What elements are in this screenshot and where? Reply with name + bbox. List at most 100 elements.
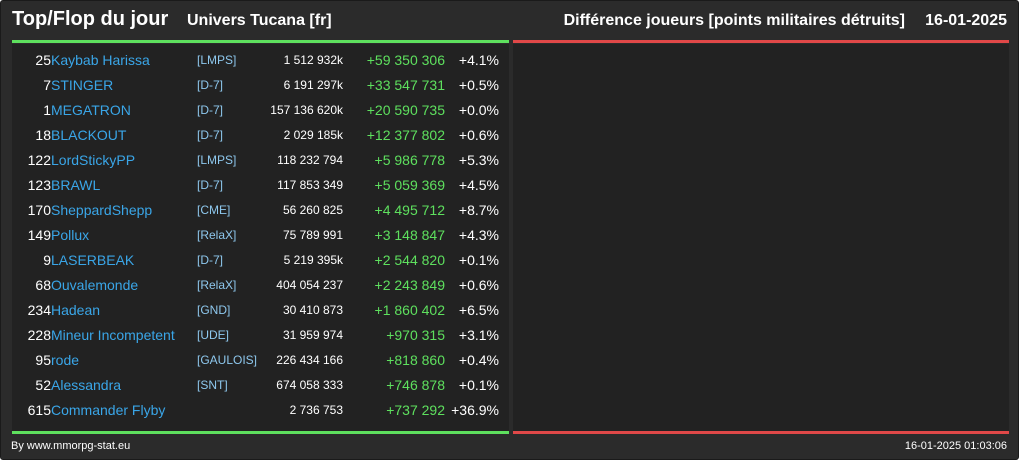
player-name-link[interactable]: Alessandra — [51, 377, 122, 393]
flop-bottom-bar — [513, 431, 1009, 434]
player-total-points: 6 191 297k — [283, 78, 343, 92]
player-percent-change: +6.5% — [458, 302, 499, 318]
player-points-difference: +746 878 — [386, 377, 445, 393]
player-alliance-link[interactable]: [LMPS] — [197, 153, 237, 167]
player-points-difference: +12 377 802 — [366, 127, 445, 143]
player-alliance-link[interactable]: [RelaX] — [197, 228, 237, 242]
player-name-link[interactable]: SheppardShepp — [51, 202, 153, 218]
player-total-points: 75 789 991 — [282, 228, 343, 242]
player-total-points: 1 512 932k — [283, 53, 343, 67]
player-alliance-link[interactable]: [GAULOIS] — [197, 353, 258, 367]
player-row: 25 Kaybab Harissa [LMPS] 1 512 932k +59 350 … — [12, 48, 509, 73]
player-total-points: 226 434 166 — [276, 353, 343, 367]
player-points-difference: +970 315 — [386, 327, 445, 343]
player-row: 123 BRAWL [D-7] 117 853 349 +5 059 369 +4.5% — [12, 173, 509, 198]
player-alliance-link[interactable]: [D-7] — [197, 103, 224, 117]
player-rank: 123 — [27, 177, 51, 193]
player-name-link[interactable]: LordStickyPP — [51, 152, 136, 168]
universe-label: Univers Tucana [fr] — [187, 12, 332, 29]
player-rank: 7 — [43, 77, 51, 93]
player-percent-change: +0.1% — [458, 377, 499, 393]
player-points-difference: +3 148 847 — [374, 227, 445, 243]
player-name-link[interactable]: Mineur Incompetent — [51, 327, 175, 343]
player-name-link[interactable]: rode — [51, 352, 80, 368]
player-alliance-link[interactable]: [SNT] — [197, 378, 228, 392]
generated-timestamp: 16-01-2025 01:03:06 — [904, 440, 1007, 452]
player-total-points: 674 058 333 — [276, 378, 343, 392]
player-total-points: 31 959 974 — [282, 328, 343, 342]
ranking-date: 16-01-2025 — [925, 12, 1007, 29]
player-alliance-link[interactable]: [UDE] — [197, 328, 230, 342]
site-credit[interactable]: By www.mmorpg-stat.eu — [11, 440, 131, 452]
player-name-link[interactable]: LASERBEAK — [51, 252, 135, 268]
player-rank: 615 — [27, 402, 51, 418]
player-percent-change: +0.6% — [458, 127, 499, 143]
player-points-difference: +1 860 402 — [374, 302, 445, 318]
player-total-points: 118 232 794 — [277, 153, 343, 167]
player-name-link[interactable]: Ouvalemonde — [51, 277, 139, 293]
player-rank: 68 — [35, 277, 51, 293]
player-rank: 122 — [27, 152, 51, 168]
player-percent-change: +0.4% — [458, 352, 499, 368]
player-row: 1 MEGATRON [D-7] 157 136 620k +20 590 735 +0.… — [12, 98, 509, 123]
player-percent-change: +3.1% — [458, 327, 499, 343]
player-points-difference: +20 590 735 — [366, 102, 445, 118]
player-row: 170 SheppardShepp [CME] 56 260 825 +4 495 71… — [12, 198, 509, 223]
player-points-difference: +2 243 849 — [374, 277, 445, 293]
player-name-link[interactable]: STINGER — [51, 77, 114, 93]
player-alliance-link[interactable]: [CME] — [197, 203, 231, 217]
player-row: 122 LordStickyPP [LMPS] 118 232 794 +5 986 7… — [12, 148, 509, 173]
player-rank: 1 — [43, 102, 51, 118]
player-points-difference: +33 547 731 — [366, 77, 445, 93]
player-name-link[interactable]: BLACKOUT — [51, 127, 127, 143]
player-row: 615 Commander Flyby 2 736 753 +737 292 +36.9… — [12, 398, 509, 423]
top-players-panel: 25 Kaybab Harissa [LMPS] 1 512 932k +59 350 … — [12, 44, 509, 431]
flop-players-panel — [513, 44, 1009, 431]
player-alliance-link[interactable]: [GND] — [197, 303, 231, 317]
player-points-difference: +737 292 — [386, 402, 445, 418]
player-row: 68 Ouvalemonde [RelaX] 404 054 237 +2 243 84… — [12, 273, 509, 298]
player-percent-change: +36.9% — [451, 402, 499, 418]
player-alliance-link[interactable]: [RelaX] — [197, 278, 237, 292]
player-name-link[interactable]: Kaybab Harissa — [51, 52, 150, 68]
player-alliance-link[interactable]: [D-7] — [197, 128, 224, 142]
player-total-points: 2 736 753 — [289, 403, 343, 417]
player-rank: 228 — [27, 327, 51, 343]
player-name-link[interactable]: Pollux — [51, 227, 90, 243]
player-percent-change: +4.3% — [458, 227, 499, 243]
player-name-link[interactable]: MEGATRON — [51, 102, 131, 118]
player-points-difference: +5 986 778 — [374, 152, 445, 168]
player-total-points: 30 410 873 — [282, 303, 343, 317]
player-rank: 149 — [27, 227, 51, 243]
player-percent-change: +0.0% — [458, 102, 499, 118]
player-alliance-link[interactable]: [D-7] — [197, 78, 224, 92]
player-name-link[interactable]: Commander Flyby — [51, 402, 166, 418]
player-points-difference: +818 860 — [386, 352, 445, 368]
player-rank: 9 — [43, 252, 51, 268]
player-total-points: 5 219 395k — [283, 253, 343, 267]
player-alliance-link[interactable]: [LMPS] — [197, 53, 237, 67]
page-title: Top/Flop du jour — [12, 8, 169, 30]
player-percent-change: +0.1% — [458, 252, 499, 268]
player-row: 52 Alessandra [SNT] 674 058 333 +746 878 +0.1… — [12, 373, 509, 398]
top-accent-bar — [12, 40, 509, 43]
player-rank: 95 — [35, 352, 51, 368]
player-rank: 170 — [27, 202, 51, 218]
player-rank: 18 — [35, 127, 51, 143]
ranking-type-label: Différence joueurs [points militaires dé… — [563, 12, 905, 29]
player-name-link[interactable]: Hadean — [51, 302, 101, 318]
player-alliance-link[interactable]: [D-7] — [197, 178, 224, 192]
player-total-points: 56 260 825 — [282, 203, 343, 217]
player-row: 149 Pollux [RelaX] 75 789 991 +3 148 847 +4.3… — [12, 223, 509, 248]
player-points-difference: +59 350 306 — [366, 52, 445, 68]
player-total-points: 157 136 620k — [270, 103, 343, 117]
player-row: 95 rode [GAULOIS] 226 434 166 +818 860 +0.4% — [12, 348, 509, 373]
player-name-link[interactable]: BRAWL — [51, 177, 101, 193]
player-total-points: 404 054 237 — [276, 278, 343, 292]
player-total-points: 2 029 185k — [283, 128, 343, 142]
player-percent-change: +0.6% — [458, 277, 499, 293]
player-rank: 234 — [27, 302, 51, 318]
player-percent-change: +4.1% — [458, 52, 499, 68]
top-bottom-bar — [12, 431, 509, 434]
player-alliance-link[interactable]: [D-7] — [197, 253, 224, 267]
